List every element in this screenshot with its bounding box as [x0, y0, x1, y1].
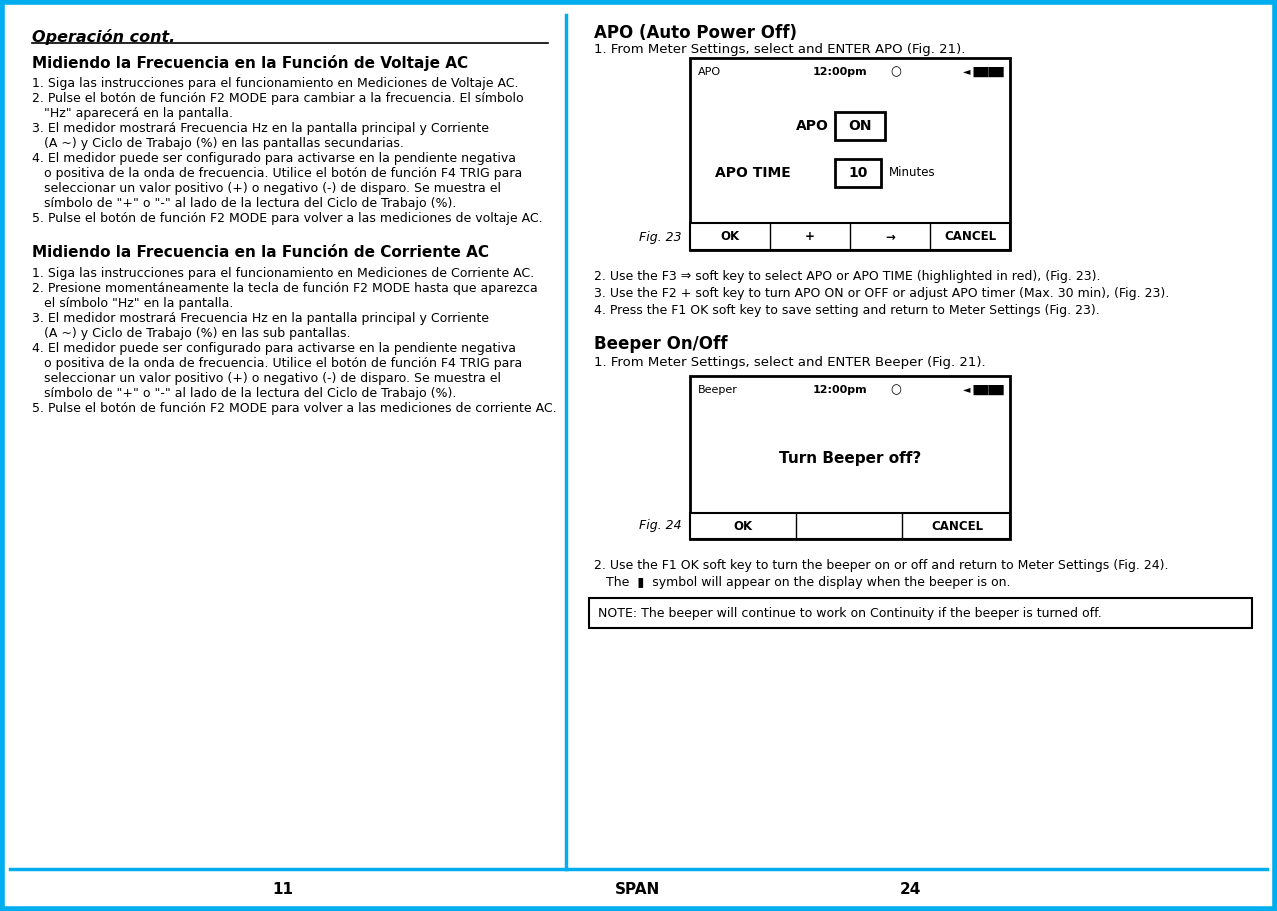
Text: 1. Siga las instrucciones para el funcionamiento en Mediciones de Corriente AC.: 1. Siga las instrucciones para el funcio…: [32, 267, 534, 280]
Text: o positiva de la onda de frecuencia. Utilice el botón de función F4 TRIG para: o positiva de la onda de frecuencia. Uti…: [32, 357, 522, 370]
Text: seleccionar un valor positivo (+) o negativo (-) de disparo. Se muestra el: seleccionar un valor positivo (+) o nega…: [32, 182, 501, 195]
Text: ◄ ████: ◄ ████: [963, 385, 1004, 395]
Text: APO: APO: [699, 67, 722, 77]
Text: Fig. 24: Fig. 24: [640, 519, 682, 533]
Text: 3. Use the F2 + soft key to turn APO ON or OFF or adjust APO timer (Max. 30 min): 3. Use the F2 + soft key to turn APO ON …: [594, 287, 1170, 300]
Text: seleccionar un valor positivo (+) o negativo (-) de disparo. Se muestra el: seleccionar un valor positivo (+) o nega…: [32, 372, 501, 385]
Text: Midiendo la Frecuencia en la Función de Voltaje AC: Midiendo la Frecuencia en la Función de …: [32, 55, 469, 71]
Text: Operación cont.: Operación cont.: [32, 29, 175, 45]
Text: 2. Presione momentáneamente la tecla de función F2 MODE hasta que aparezca: 2. Presione momentáneamente la tecla de …: [32, 282, 538, 295]
Text: ◄ ████: ◄ ████: [963, 67, 1004, 77]
Text: 1. Siga las instrucciones para el funcionamiento en Mediciones de Voltaje AC.: 1. Siga las instrucciones para el funcio…: [32, 77, 518, 90]
Text: 12:00pm: 12:00pm: [812, 385, 867, 395]
Text: 4. El medidor puede ser configurado para activarse en la pendiente negativa: 4. El medidor puede ser configurado para…: [32, 152, 516, 165]
Bar: [835, 112, 885, 140]
Text: NOTE: The beeper will continue to work on Continuity if the beeper is turned off: NOTE: The beeper will continue to work o…: [598, 607, 1102, 619]
Text: el símbolo "Hz" en la pantalla.: el símbolo "Hz" en la pantalla.: [32, 297, 234, 310]
Bar: [690, 376, 1010, 539]
Text: "Hz" aparecerá en la pantalla.: "Hz" aparecerá en la pantalla.: [32, 107, 232, 120]
Text: 10: 10: [848, 166, 867, 180]
Text: 4. Press the F1 OK soft key to save setting and return to Meter Settings (Fig. 2: 4. Press the F1 OK soft key to save sett…: [594, 304, 1099, 317]
Text: 12:00pm: 12:00pm: [812, 67, 867, 77]
Bar: [690, 223, 1010, 250]
Text: SPAN: SPAN: [616, 882, 660, 896]
Text: APO TIME: APO TIME: [715, 166, 790, 180]
Bar: [835, 159, 881, 187]
Text: Turn Beeper off?: Turn Beeper off?: [779, 451, 921, 466]
Text: 1. From Meter Settings, select and ENTER APO (Fig. 21).: 1. From Meter Settings, select and ENTER…: [594, 43, 965, 56]
Text: APO: APO: [796, 119, 829, 133]
Text: OK: OK: [733, 519, 752, 533]
Text: Beeper On/Off: Beeper On/Off: [594, 335, 728, 353]
Text: ○: ○: [890, 384, 902, 396]
Bar: [690, 513, 1010, 539]
Text: 4. El medidor puede ser configurado para activarse en la pendiente negativa: 4. El medidor puede ser configurado para…: [32, 342, 516, 355]
Text: 2. Pulse el botón de función F2 MODE para cambiar a la frecuencia. El símbolo: 2. Pulse el botón de función F2 MODE par…: [32, 92, 524, 105]
Text: Beeper: Beeper: [699, 385, 738, 395]
Text: Midiendo la Frecuencia en la Función de Corriente AC: Midiendo la Frecuencia en la Función de …: [32, 245, 489, 260]
Text: 1. From Meter Settings, select and ENTER Beeper (Fig. 21).: 1. From Meter Settings, select and ENTER…: [594, 356, 986, 369]
Text: 2. Use the F3 ⇒ soft key to select APO or APO TIME (highlighted in red), (Fig. 2: 2. Use the F3 ⇒ soft key to select APO o…: [594, 270, 1101, 283]
Text: 5. Pulse el botón de función F2 MODE para volver a las mediciones de voltaje AC.: 5. Pulse el botón de función F2 MODE par…: [32, 212, 543, 225]
Text: Fig. 23: Fig. 23: [640, 230, 682, 243]
Text: símbolo de "+" o "-" al lado de la lectura del Ciclo de Trabajo (%).: símbolo de "+" o "-" al lado de la lectu…: [32, 387, 456, 400]
Text: +: +: [805, 230, 815, 243]
Text: APO (Auto Power Off): APO (Auto Power Off): [594, 24, 797, 42]
Text: (A ~) y Ciclo de Trabajo (%) en las sub pantallas.: (A ~) y Ciclo de Trabajo (%) en las sub …: [32, 327, 350, 340]
Text: 3. El medidor mostrará Frecuencia Hz en la pantalla principal y Corriente: 3. El medidor mostrará Frecuencia Hz en …: [32, 312, 489, 325]
Text: The  ▮  symbol will appear on the display when the beeper is on.: The ▮ symbol will appear on the display …: [594, 576, 1010, 589]
Text: ON: ON: [848, 119, 872, 133]
Bar: [589, 598, 1251, 628]
Text: CANCEL: CANCEL: [944, 230, 996, 243]
Text: Minutes: Minutes: [889, 167, 936, 179]
Text: o positiva de la onda de frecuencia. Utilice el botón de función F4 TRIG para: o positiva de la onda de frecuencia. Uti…: [32, 167, 522, 180]
Text: ○: ○: [890, 66, 902, 78]
Text: →: →: [885, 230, 895, 243]
Text: 11: 11: [272, 882, 294, 896]
Bar: [690, 58, 1010, 250]
Text: símbolo de "+" o "-" al lado de la lectura del Ciclo de Trabajo (%).: símbolo de "+" o "-" al lado de la lectu…: [32, 197, 456, 210]
Text: 2. Use the F1 OK soft key to turn the beeper on or off and return to Meter Setti: 2. Use the F1 OK soft key to turn the be…: [594, 559, 1168, 572]
Text: 24: 24: [899, 882, 921, 896]
Text: 3. El medidor mostrará Frecuencia Hz en la pantalla principal y Corriente: 3. El medidor mostrará Frecuencia Hz en …: [32, 122, 489, 135]
Text: OK: OK: [720, 230, 739, 243]
Text: (A ~) y Ciclo de Trabajo (%) en las pantallas secundarias.: (A ~) y Ciclo de Trabajo (%) en las pant…: [32, 137, 404, 150]
Text: 5. Pulse el botón de función F2 MODE para volver a las mediciones de corriente A: 5. Pulse el botón de función F2 MODE par…: [32, 402, 557, 415]
Text: CANCEL: CANCEL: [931, 519, 983, 533]
